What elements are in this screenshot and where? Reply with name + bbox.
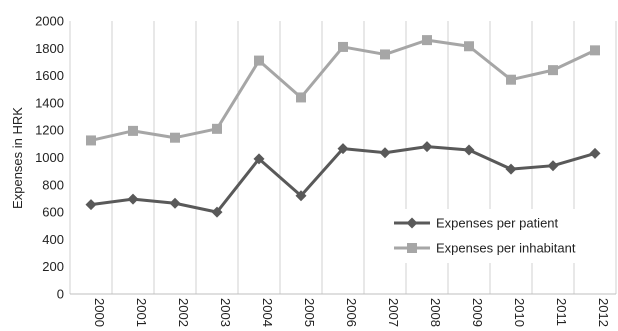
data-point-square [422,35,432,46]
y-tick-label: 1400 [35,95,64,110]
legend-label: Expenses per inhabitant [436,241,576,256]
series-2 [86,35,600,146]
y-axis-ticks: 0 200 400 600 800 1000 1200 1400 1600 1800 2000 [35,14,64,302]
data-point-square [338,41,348,52]
data-point-diamond [169,197,181,209]
x-tick-label: 2008 [428,298,443,327]
data-point-square [407,243,417,253]
series-1 [85,141,601,218]
data-point-diamond [337,143,349,155]
y-tick-label: 200 [42,259,64,274]
data-point-diamond [211,206,223,218]
data-point-square [212,123,222,134]
data-point-square [464,41,474,52]
data-point-diamond [406,217,418,229]
data-point-diamond [127,193,139,205]
series-line [90,38,596,142]
data-point-diamond [295,190,307,202]
x-tick-label: 2006 [344,298,359,327]
series-line [90,145,596,214]
legend: Expenses per patient Expenses per inhabit… [384,209,610,263]
x-tick-label: 2012 [596,298,611,327]
x-tick-label: 2007 [386,298,401,327]
data-point-diamond [463,144,475,156]
legend-label: Expenses per patient [436,216,559,231]
data-point-diamond [379,147,391,159]
x-tick-label: 2005 [302,298,317,327]
data-point-diamond [589,147,601,159]
x-tick-label: 2002 [176,298,191,327]
data-point-square [506,74,516,85]
y-tick-label: 0 [57,287,64,302]
x-axis-ticks: 2000 2001 2002 2003 2004 2005 2006 2007 2008 2009… [92,298,611,327]
data-point-diamond [547,160,559,172]
data-point-diamond [421,141,433,153]
data-point-square [296,92,306,103]
data-point-square [86,135,96,146]
x-tick-label: 2009 [470,298,485,327]
data-point-square [128,125,138,136]
data-point-diamond [253,153,265,165]
y-tick-label: 1200 [35,123,64,138]
data-point-square [380,49,390,60]
data-point-square [254,55,264,66]
data-point-diamond [85,199,97,211]
x-tick-label: 2010 [512,298,527,327]
y-tick-label: 1800 [35,41,64,56]
data-point-square [170,132,180,143]
y-tick-label: 400 [42,232,64,247]
data-point-square [548,65,558,76]
x-tick-label: 2003 [218,298,233,327]
series-group [85,35,601,218]
data-point-diamond [505,163,517,175]
x-tick-label: 2001 [134,298,149,327]
x-tick-label: 2004 [260,298,275,327]
data-point-square [590,45,600,56]
x-tick-label: 2000 [92,298,107,327]
y-tick-label: 1600 [35,68,64,83]
y-tick-label: 800 [42,177,64,192]
legend-box [384,209,610,263]
y-axis-title: Expenses in HRK [10,107,25,209]
y-tick-label: 1000 [35,150,64,165]
x-tick-label: 2011 [554,298,569,326]
y-tick-label: 2000 [35,14,64,29]
y-tick-label: 600 [42,205,64,220]
